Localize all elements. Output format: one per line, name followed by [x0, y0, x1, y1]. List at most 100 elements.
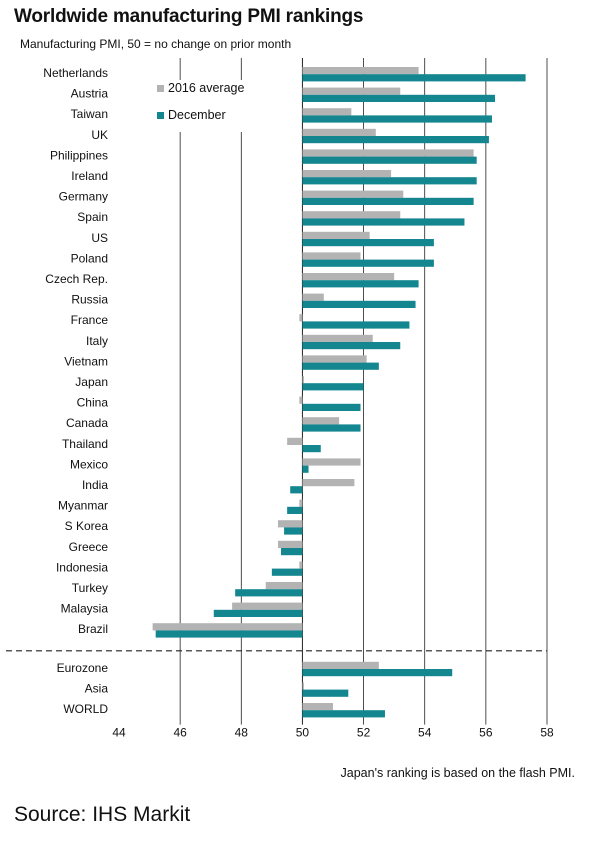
- bar-avg2016: [302, 190, 404, 198]
- pmi-bar-chart: Netherlands Austria Taiwan UK Philippines Ire…: [6, 58, 554, 740]
- category-label: US: [91, 231, 108, 245]
- category-label: Indonesia: [56, 560, 108, 574]
- legend-label: December: [168, 108, 226, 122]
- bar-december: [302, 280, 419, 288]
- x-tick-label: 58: [540, 726, 554, 740]
- bar-december: [302, 136, 489, 144]
- bar-avg2016: [302, 108, 352, 116]
- category-label: Poland: [71, 251, 108, 265]
- category-label: Malaysia: [61, 602, 109, 616]
- bar-avg2016: [302, 376, 304, 384]
- bar-avg2016: [152, 623, 303, 631]
- category-label: Netherlands: [43, 66, 108, 80]
- x-tick-label: 54: [418, 726, 432, 740]
- bar-december: [302, 403, 361, 411]
- category-label: India: [82, 478, 108, 492]
- chart-subtitle: Manufacturing PMI, 50 = no change on pri…: [20, 37, 292, 51]
- bar-avg2016: [302, 334, 373, 342]
- bar-avg2016: [302, 661, 379, 669]
- legend-swatch: [157, 112, 164, 119]
- x-tick-label: 48: [235, 726, 249, 740]
- category-label: S Korea: [65, 519, 109, 533]
- legend-background: [148, 80, 268, 132]
- bar-avg2016: [302, 479, 355, 487]
- bar-december: [302, 115, 492, 123]
- category-label: France: [71, 313, 109, 327]
- bar-avg2016: [302, 149, 474, 157]
- x-tick-label: 52: [357, 726, 371, 740]
- bar-avg2016: [299, 561, 303, 569]
- category-label: Austria: [71, 87, 109, 101]
- category-label: Ireland: [71, 169, 108, 183]
- bar-december: [235, 589, 303, 597]
- bar-avg2016: [287, 437, 303, 445]
- bar-avg2016: [302, 355, 367, 363]
- bar-avg2016: [302, 252, 361, 260]
- x-tick-label: 50: [296, 726, 310, 740]
- bar-december: [302, 321, 410, 329]
- bar-december: [271, 568, 303, 576]
- bar-avg2016: [302, 231, 370, 239]
- chart-title: Worldwide manufacturing PMI rankings: [14, 6, 364, 27]
- category-label: Turkey: [72, 581, 108, 595]
- bar-december: [302, 239, 434, 247]
- bar-avg2016: [265, 582, 303, 590]
- x-tick-label: 56: [479, 726, 493, 740]
- legend: 2016 average December: [148, 80, 268, 132]
- bar-avg2016: [302, 458, 361, 466]
- footnote: Japan's ranking is based on the flash PM…: [340, 766, 575, 780]
- category-label: Asia: [85, 681, 109, 695]
- bar-december: [302, 197, 474, 205]
- bar-december: [302, 689, 349, 697]
- category-label: Japan: [75, 375, 108, 389]
- category-label: Eurozone: [57, 661, 109, 675]
- bar-avg2016: [302, 67, 419, 75]
- bar-avg2016: [232, 602, 303, 610]
- bar-avg2016: [302, 87, 401, 95]
- bars: [152, 67, 526, 718]
- category-label: Philippines: [50, 148, 108, 162]
- bar-december: [302, 465, 309, 473]
- bar-avg2016: [302, 273, 395, 281]
- bar-december: [302, 424, 361, 432]
- category-label: Canada: [66, 416, 108, 430]
- legend-swatch: [157, 85, 164, 92]
- category-label: Russia: [71, 293, 108, 307]
- category-label: Germany: [59, 190, 108, 204]
- bar-avg2016: [299, 396, 303, 404]
- category-label: Czech Rep.: [45, 272, 108, 286]
- category-label: Myanmar: [58, 499, 108, 513]
- category-label: Brazil: [78, 622, 108, 636]
- category-label: Thailand: [62, 437, 108, 451]
- bar-avg2016: [299, 499, 303, 507]
- bar-december: [302, 74, 526, 82]
- bar-december: [302, 710, 385, 718]
- bar-avg2016: [302, 682, 304, 690]
- bar-december: [213, 609, 303, 617]
- bar-avg2016: [302, 293, 324, 301]
- bar-december: [281, 548, 303, 556]
- bar-december: [302, 383, 364, 391]
- bar-avg2016: [302, 211, 401, 219]
- bar-december: [302, 300, 416, 308]
- category-label: China: [77, 396, 109, 410]
- bar-december: [302, 156, 477, 164]
- bar-december: [302, 445, 321, 453]
- legend-label: 2016 average: [168, 81, 245, 95]
- bar-december: [302, 259, 434, 267]
- bar-avg2016: [277, 540, 303, 548]
- bar-avg2016: [302, 128, 376, 136]
- bar-december: [302, 177, 477, 185]
- source-note: Source: IHS Markit: [14, 803, 191, 826]
- category-label: Spain: [77, 210, 108, 224]
- bar-avg2016: [299, 314, 303, 322]
- category-label: UK: [91, 128, 108, 142]
- category-label: Italy: [86, 334, 108, 348]
- bar-december: [302, 669, 453, 677]
- category-labels: Netherlands Austria Taiwan UK Philippines Ire…: [43, 66, 108, 716]
- category-label: WORLD: [63, 702, 108, 716]
- bar-december: [302, 362, 379, 370]
- category-label: Taiwan: [71, 107, 108, 121]
- bar-december: [284, 527, 303, 535]
- bar-avg2016: [302, 170, 392, 178]
